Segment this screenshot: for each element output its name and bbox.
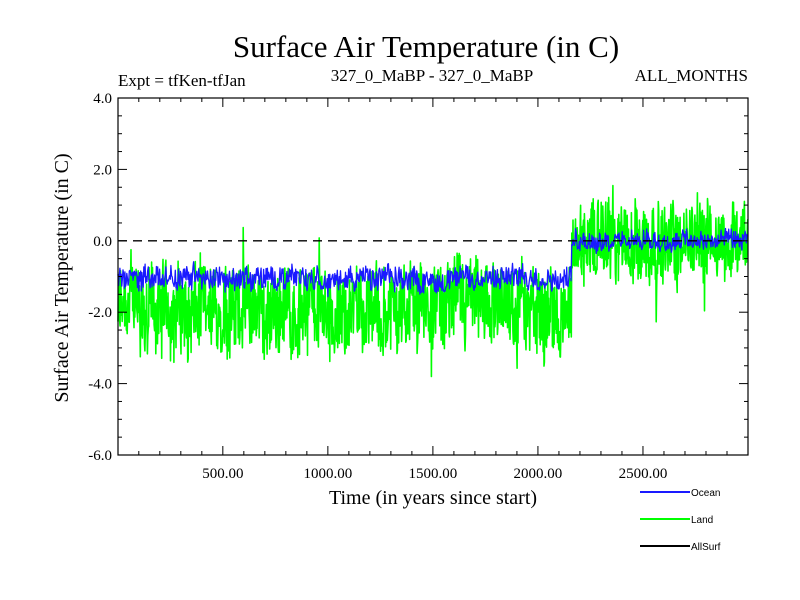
axis-tick-labels: 500.00 1000.00 1500.00 2000.00 2500.00 -6.0 -4… <box>88 91 667 482</box>
x-tick-label: 1000.00 <box>303 466 352 482</box>
chart-subtitle-left: Expt = tfKen-tfJan <box>118 71 246 90</box>
x-tick-label: 2000.00 <box>514 466 563 482</box>
y-tick-label: 2.0 <box>93 162 112 178</box>
series-line-ocean <box>117 227 749 298</box>
x-axis-label: Time (in years since start) <box>329 487 537 509</box>
legend: Ocean Land AllSurf <box>640 488 721 553</box>
x-tick-label: 2500.00 <box>619 466 668 482</box>
axis-ticks <box>118 97 748 456</box>
y-tick-label: 4.0 <box>93 91 112 107</box>
legend-label-allsurf: AllSurf <box>691 542 721 553</box>
y-tick-label: -4.0 <box>88 377 112 393</box>
y-tick-label: -6.0 <box>88 448 112 464</box>
legend-label-land: Land <box>691 515 713 526</box>
y-axis-label: Surface Air Temperature (in C) <box>51 153 73 402</box>
y-tick-label: -2.0 <box>88 305 112 321</box>
series-line-land <box>117 184 749 378</box>
chart-subtitle-right: ALL_MONTHS <box>635 66 748 85</box>
legend-label-ocean: Ocean <box>691 488 720 499</box>
chart-subtitle-center: 327_0_MaBP - 327_0_MaBP <box>331 66 533 85</box>
x-tick-label: 500.00 <box>202 466 243 482</box>
plot-data <box>117 184 749 378</box>
chart-title: Surface Air Temperature (in C) <box>233 29 619 64</box>
x-tick-label: 1500.00 <box>409 466 458 482</box>
y-tick-label: 0.0 <box>93 234 112 250</box>
